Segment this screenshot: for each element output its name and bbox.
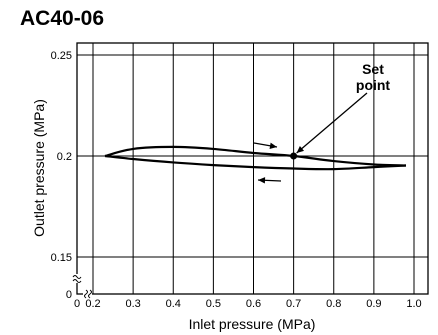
x-tick-label: 0.3 <box>125 298 140 310</box>
direction-arrows <box>253 92 368 184</box>
x-tick-label: 0.5 <box>206 298 221 310</box>
x-tick-label: 0.4 <box>166 298 181 310</box>
axis-break-mark <box>72 274 92 299</box>
y-tick-label: 0 <box>66 289 72 301</box>
y-tick-labels: 0.25 0.2 0.15 0 <box>51 50 72 301</box>
x-tick-label: 0.2 <box>85 298 100 310</box>
chart-title: AC40-06 <box>20 7 105 30</box>
set-point-marker <box>290 152 298 160</box>
y-axis-label: Outlet pressure (MPa) <box>31 99 47 237</box>
decreasing-direction-arrow <box>257 177 282 184</box>
x-tick-label: 0 <box>74 298 80 310</box>
x-tick-label: 0.6 <box>246 298 261 310</box>
x-tick-labels: 0 0.2 0.3 0.4 0.5 0.6 0.7 0.8 0.9 1.0 <box>74 298 422 310</box>
x-tick-label: 0.8 <box>326 298 341 310</box>
x-tick-label: 1.0 <box>406 298 421 310</box>
y-tick-label: 0.2 <box>57 151 72 163</box>
plot-frame <box>76 42 429 295</box>
y-tick-label: 0.15 <box>51 252 72 264</box>
x-axis-label: Inlet pressure (MPa) <box>189 316 316 332</box>
upper-curve <box>104 145 407 167</box>
x-tick-label: 0.9 <box>366 298 381 310</box>
set-point-label-line2: point <box>356 77 391 93</box>
increasing-direction-arrow <box>253 142 278 149</box>
set-point-callout-arrow <box>296 92 368 154</box>
y-tick-label: 0.25 <box>51 50 72 62</box>
lower-curve <box>104 154 407 171</box>
set-point-label-line1: Set <box>362 61 384 77</box>
grid-lines <box>77 43 428 294</box>
x-tick-label: 0.7 <box>286 298 301 310</box>
